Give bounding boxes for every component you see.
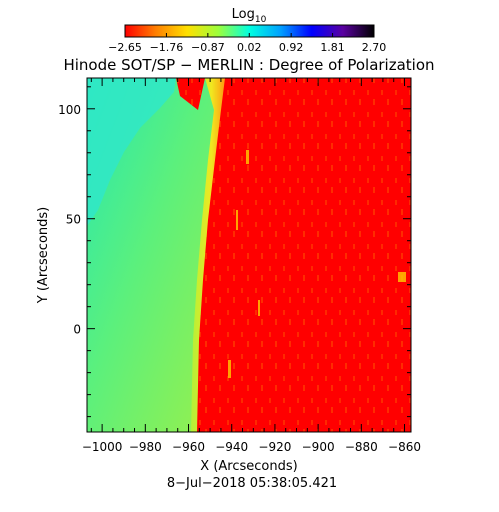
colorbar-tick-label: −0.87	[191, 41, 225, 54]
colorbar-tick-label: 1.81	[320, 41, 345, 54]
colorbar-label-base: Log	[232, 7, 255, 22]
colorbar-label: Log10	[232, 7, 267, 25]
y-tick-label: 0	[73, 323, 81, 337]
plot-frame	[86, 77, 412, 433]
colorbar-label-subscript: 10	[255, 15, 267, 25]
x-tick-label: −920	[258, 440, 291, 454]
colorbar-tick-label: 0.92	[279, 41, 304, 54]
heatmap-region-sky-blue	[87, 78, 176, 226]
x-tick-label: −880	[345, 440, 378, 454]
x-tick-label: −1000	[82, 440, 123, 454]
x-axis-label: X (Arcseconds)	[200, 459, 297, 474]
colorbar-tick-label: −1.76	[150, 41, 184, 54]
x-tick-label: −860	[388, 440, 421, 454]
colorbar-tick-label: 2.70	[362, 41, 387, 54]
y-tick-label: 100	[58, 103, 81, 117]
colorbar-tick-label: −2.65	[108, 41, 142, 54]
plot-area	[87, 78, 411, 432]
chart-title: Hinode SOT/SP − MERLIN : Degree of Polar…	[63, 56, 434, 74]
colorbar: Log10 −2.65 −1.76 −0.87 0.02 0.92 1.81 2.70	[108, 7, 386, 54]
x-tick-label: −980	[129, 440, 162, 454]
heatmap-region-limb	[191, 78, 225, 432]
disk-bright-features	[228, 150, 406, 378]
x-axis: −1000 −980 −960 −940 −920 −900 −880 −860	[82, 78, 421, 454]
timestamp: 8−Jul−2018 05:38:05.421	[167, 476, 337, 491]
y-axis: 0 50 100	[58, 86, 411, 418]
x-tick-label: −900	[302, 440, 335, 454]
y-axis-label: Y (Arcseconds)	[36, 207, 51, 304]
colorbar-ticks: −2.65 −1.76 −0.87 0.02 0.92 1.81 2.70	[108, 33, 386, 54]
x-tick-label: −960	[172, 440, 205, 454]
colorbar-tick-label: 0.02	[237, 41, 262, 54]
x-tick-label: −940	[215, 440, 248, 454]
heatmap-region-sky	[87, 78, 222, 432]
y-tick-label: 50	[66, 213, 81, 227]
